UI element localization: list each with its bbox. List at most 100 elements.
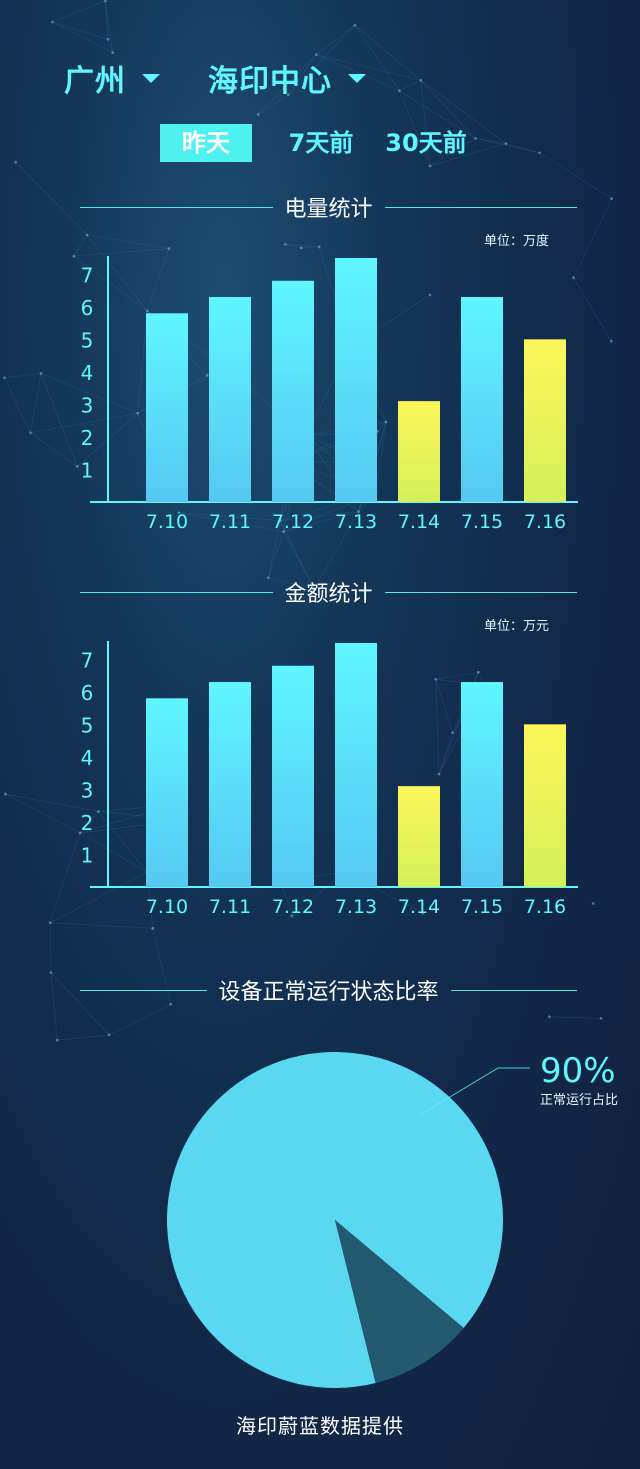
city-dropdown[interactable]: 广州 (64, 56, 160, 100)
network-node (55, 1038, 59, 1042)
network-node (266, 576, 270, 580)
pie-percent-label: 90% (540, 1051, 616, 1091)
divider (80, 591, 273, 593)
x-tick-label: 7.14 (398, 511, 440, 533)
bar-7.14 (398, 401, 440, 502)
bar-7.16 (524, 724, 566, 887)
network-node (610, 197, 614, 200)
data-provider-credit: 海印蔚蓝数据提供 (236, 1414, 404, 1438)
network-node (317, 245, 321, 249)
y-tick-label: 6 (81, 296, 94, 320)
bar-7.16 (524, 339, 566, 502)
network-node (419, 79, 423, 82)
network-node (151, 926, 155, 930)
network-node (167, 247, 171, 250)
network-node (609, 339, 613, 343)
network-node (49, 971, 53, 974)
y-tick-label: 6 (81, 681, 94, 705)
tab-yesterday[interactable]: 昨天 (160, 124, 252, 162)
bar-7.10 (146, 698, 188, 887)
electricity-section-header: 电量统计 (80, 192, 578, 222)
amount-bar-chart: 1 2 3 4 5 6 7 7.10 7.11 7.12 7.13 7.14 7.15 7.16 (81, 641, 578, 918)
chevron-down-icon (142, 73, 160, 83)
bar-7.15 (461, 297, 503, 502)
network-node (299, 246, 303, 250)
x-tick-label: 7.11 (209, 896, 251, 918)
network-node (111, 51, 115, 54)
site-dropdown[interactable]: 海印中心 (208, 56, 366, 100)
bar-7.13 (335, 258, 377, 502)
bar-7.11 (209, 297, 251, 502)
electricity-chart-title: 电量统计 (284, 197, 373, 222)
bar-7.14 (398, 786, 440, 887)
x-tick-label: 7.12 (272, 896, 314, 918)
network-node (256, 113, 260, 116)
network-node (4, 792, 7, 796)
tab-30-days[interactable]: 30天前 (385, 129, 467, 157)
x-tick-label: 7.13 (335, 511, 377, 533)
electricity-unit: 单位：万度 (484, 234, 550, 249)
amount-section-header: 金额统计 (80, 577, 578, 607)
pie-slice-label: 正常运行占比 (540, 1093, 618, 1108)
network-node (282, 530, 286, 534)
status-chart-title: 设备正常运行状态比率 (218, 980, 439, 1005)
network-node (96, 810, 100, 813)
network-node (48, 921, 52, 925)
network-node (428, 293, 432, 297)
divider (384, 591, 578, 593)
x-tick-label: 7.15 (461, 511, 503, 533)
divider (80, 206, 273, 208)
y-tick-label: 7 (81, 648, 94, 672)
site-label: 海印中心 (208, 64, 332, 99)
network-node (103, 0, 107, 3)
x-tick-label: 7.16 (524, 511, 566, 533)
tab-7-days[interactable]: 7天前 (288, 129, 354, 157)
network-node (50, 20, 54, 24)
bar-7.11 (209, 682, 251, 887)
network-node (397, 89, 401, 93)
network-node (72, 254, 76, 258)
amount-unit: 单位：万元 (484, 619, 550, 634)
bar-7.15 (461, 682, 503, 887)
network-node (85, 233, 89, 237)
network-node (547, 1015, 551, 1019)
network-node (504, 142, 508, 145)
x-tick-label: 7.14 (398, 896, 440, 918)
network-node (145, 309, 149, 313)
y-tick-label: 4 (81, 361, 94, 385)
electricity-bar-chart: 1 2 3 4 5 6 7 7.10 7.11 7.12 7.13 7.14 7.15 7.16 (81, 256, 578, 533)
network-node (572, 276, 576, 280)
bar-7.12 (272, 665, 314, 887)
network-node (451, 731, 454, 735)
network-node (421, 911, 425, 915)
network-node (75, 465, 79, 468)
pie-leader-line (419, 1067, 530, 1116)
y-tick-label: 5 (81, 328, 94, 352)
bar-7.13 (335, 643, 377, 887)
network-node (3, 376, 6, 380)
network-node (78, 831, 82, 835)
x-tick-label: 7.11 (209, 511, 251, 533)
bar-7.10 (146, 313, 188, 502)
network-node (107, 1033, 111, 1037)
network-node (177, 511, 181, 515)
y-tick-label: 4 (81, 746, 94, 770)
y-tick-label: 3 (81, 778, 94, 802)
network-node (437, 772, 441, 776)
network-node (106, 37, 110, 41)
y-tick-label: 2 (81, 426, 94, 450)
x-tick-label: 7.12 (272, 511, 314, 533)
network-node (29, 431, 32, 435)
network-node (286, 93, 290, 97)
x-tick-label: 7.10 (146, 511, 188, 533)
y-tick-label: 7 (81, 263, 94, 287)
x-tick-label: 7.15 (461, 896, 503, 918)
status-pie-chart: 90% 正常运行占比 (166, 1051, 618, 1388)
network-node (205, 373, 209, 377)
y-tick-label: 1 (81, 843, 94, 867)
bar-7.12 (272, 280, 314, 502)
y-tick-label: 1 (81, 458, 94, 482)
network-node (314, 53, 318, 57)
divider (384, 206, 578, 208)
network-node (476, 670, 480, 674)
